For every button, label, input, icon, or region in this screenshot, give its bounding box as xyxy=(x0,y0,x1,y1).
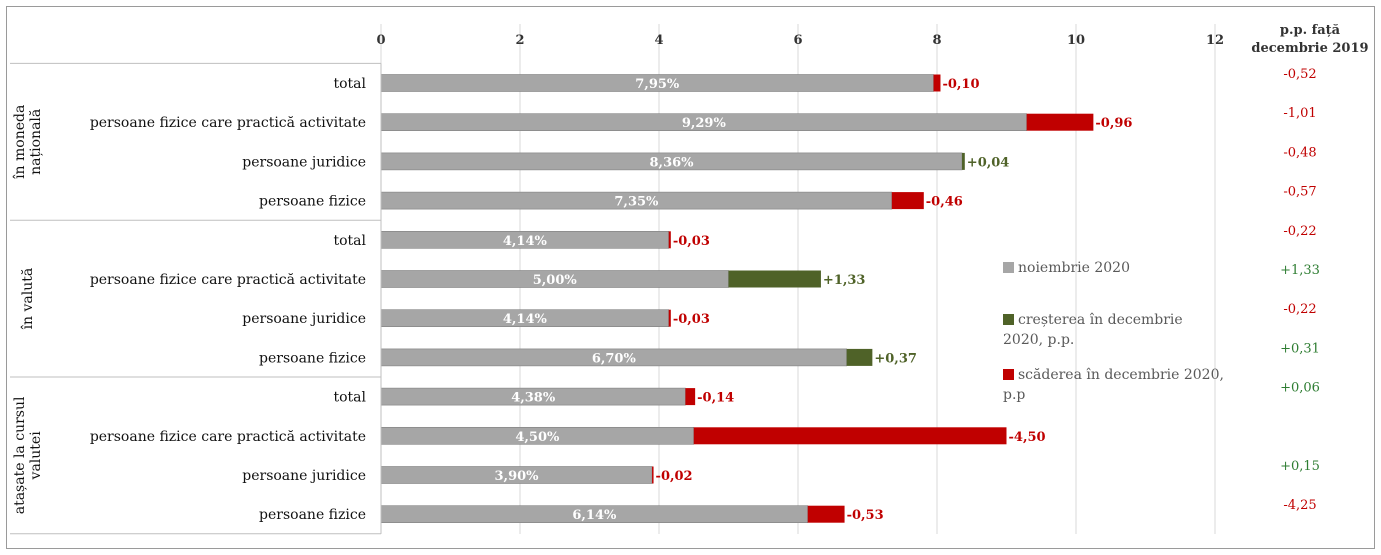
right-column-header-line-2: decembrie 2019 xyxy=(1251,41,1368,56)
bar-decrease-segment xyxy=(933,74,941,92)
x-tick-label: 2 xyxy=(515,33,524,48)
legend-label-line: p.p xyxy=(1003,387,1025,403)
category-label: total xyxy=(333,390,366,406)
category-label: persoane fizice xyxy=(259,350,366,366)
category-rows: total 7,95% -0,10 -0,52 persoane fizice care… xyxy=(90,67,1320,523)
bar-value-label: 9,29% xyxy=(682,116,727,131)
category-label: persoane juridice xyxy=(242,154,366,170)
group-label: în valută xyxy=(20,268,36,330)
bar-value-label: 4,14% xyxy=(503,312,548,327)
x-tick-label: 4 xyxy=(654,33,663,48)
legend-label: scăderea în decembrie 2020, p.p xyxy=(1003,367,1224,403)
category-label: persoane juridice xyxy=(242,311,366,327)
legend-swatch xyxy=(1003,262,1014,273)
category-label: total xyxy=(333,233,366,249)
category-label: total xyxy=(333,76,366,92)
bar-value-label: 4,50% xyxy=(515,430,560,445)
bar-value-label: 4,14% xyxy=(503,234,548,249)
bar-decrease-segment xyxy=(652,466,654,484)
bar-value-label: 5,00% xyxy=(533,273,578,288)
bar-value-label: 3,90% xyxy=(495,469,540,484)
legend-label: noiembrie 2020 xyxy=(1018,260,1130,276)
x-tick-label: 0 xyxy=(376,33,385,48)
bar-decrease-segment xyxy=(693,427,1007,445)
group-label-line: atașate la cursul xyxy=(12,396,28,514)
group-label: în monedanațională xyxy=(12,105,44,179)
change-label: -0,03 xyxy=(673,312,710,327)
bar-value-label: 6,14% xyxy=(572,508,617,523)
pp-dec2019-value: +0,06 xyxy=(1280,381,1320,396)
right-column-header-line-1: p.p. față xyxy=(1280,23,1341,38)
pp-dec2019-value: -0,57 xyxy=(1283,185,1316,200)
bar-value-label: 8,36% xyxy=(650,155,695,170)
x-tick-label: 10 xyxy=(1067,33,1085,48)
change-label: -0,10 xyxy=(942,77,979,92)
x-axis: 0 2 4 6 8 10 12 xyxy=(376,33,1224,48)
legend: noiembrie 2020 creșterea în decembrie 2020… xyxy=(1003,260,1224,403)
legend-swatch xyxy=(1003,369,1014,380)
group-label: atașate la cursulvalutei xyxy=(12,396,44,514)
pp-dec2019-value: +0,31 xyxy=(1280,341,1320,356)
pp-dec2019-value: +1,33 xyxy=(1280,263,1320,278)
category-label: persoane fizice care practică activitate xyxy=(90,272,366,288)
bar-decrease-segment xyxy=(891,192,924,210)
group-label-line: valutei xyxy=(28,431,44,481)
group-label-line: națională xyxy=(28,109,44,175)
legend-label-line: noiembrie 2020 xyxy=(1018,260,1130,276)
change-label: -0,14 xyxy=(697,391,734,406)
category-label: persoane fizice care practică activitate xyxy=(90,115,366,131)
category-label: persoane fizice xyxy=(259,194,366,210)
pp-dec2019-value: -1,01 xyxy=(1283,106,1316,121)
legend-label: creșterea în decembrie 2020, p.p. xyxy=(1003,312,1183,348)
bar-increase-segment xyxy=(962,152,965,170)
bar-increase-segment xyxy=(728,270,821,288)
change-label: +0,37 xyxy=(874,351,917,366)
change-label: -0,96 xyxy=(1095,116,1132,131)
bar-value-label: 7,95% xyxy=(635,77,680,92)
legend-label-line: creșterea în decembrie xyxy=(1018,312,1183,328)
pp-dec2019-value: -0,22 xyxy=(1283,302,1316,317)
pp-dec2019-value: -0,22 xyxy=(1283,224,1316,239)
legend-label-line: 2020, p.p. xyxy=(1003,332,1074,348)
legend-swatch xyxy=(1003,314,1014,325)
bar-decrease-segment xyxy=(668,231,671,249)
bar-decrease-segment xyxy=(1026,113,1094,131)
group-label-line: în moneda xyxy=(12,105,28,179)
change-label: -0,46 xyxy=(926,195,963,210)
pp-dec2019-value: -0,52 xyxy=(1283,67,1316,82)
bar-value-label: 6,70% xyxy=(592,351,637,366)
change-label: -0,53 xyxy=(847,508,884,523)
pp-dec2019-value: +0,15 xyxy=(1280,459,1320,474)
legend-label-line: scăderea în decembrie 2020, xyxy=(1018,367,1224,383)
pp-dec2019-value: -4,25 xyxy=(1283,498,1316,513)
bar-decrease-segment xyxy=(807,505,845,523)
category-label: persoane fizice care practică activitate xyxy=(90,429,366,445)
change-label: -0,02 xyxy=(656,469,693,484)
change-label: -4,50 xyxy=(1009,430,1046,445)
category-label: persoane fizice xyxy=(259,507,366,523)
group-label-line: în valută xyxy=(20,268,36,330)
change-label: +0,04 xyxy=(967,155,1010,170)
bar-increase-segment xyxy=(846,348,873,366)
category-label: persoane juridice xyxy=(242,468,366,484)
x-tick-label: 8 xyxy=(932,33,941,48)
bar-decrease-segment xyxy=(685,388,696,406)
pp-dec2019-value: -0,48 xyxy=(1283,145,1316,160)
x-tick-label: 6 xyxy=(793,33,802,48)
group-labels: în monedanațională în valută atașate la cu… xyxy=(10,62,382,535)
change-label: +1,33 xyxy=(823,273,866,288)
bar-value-label: 4,38% xyxy=(511,391,556,406)
change-label: -0,03 xyxy=(673,234,710,249)
x-tick-label: 12 xyxy=(1206,33,1224,48)
bar-value-label: 7,35% xyxy=(614,195,659,210)
bar-decrease-segment xyxy=(668,309,671,327)
